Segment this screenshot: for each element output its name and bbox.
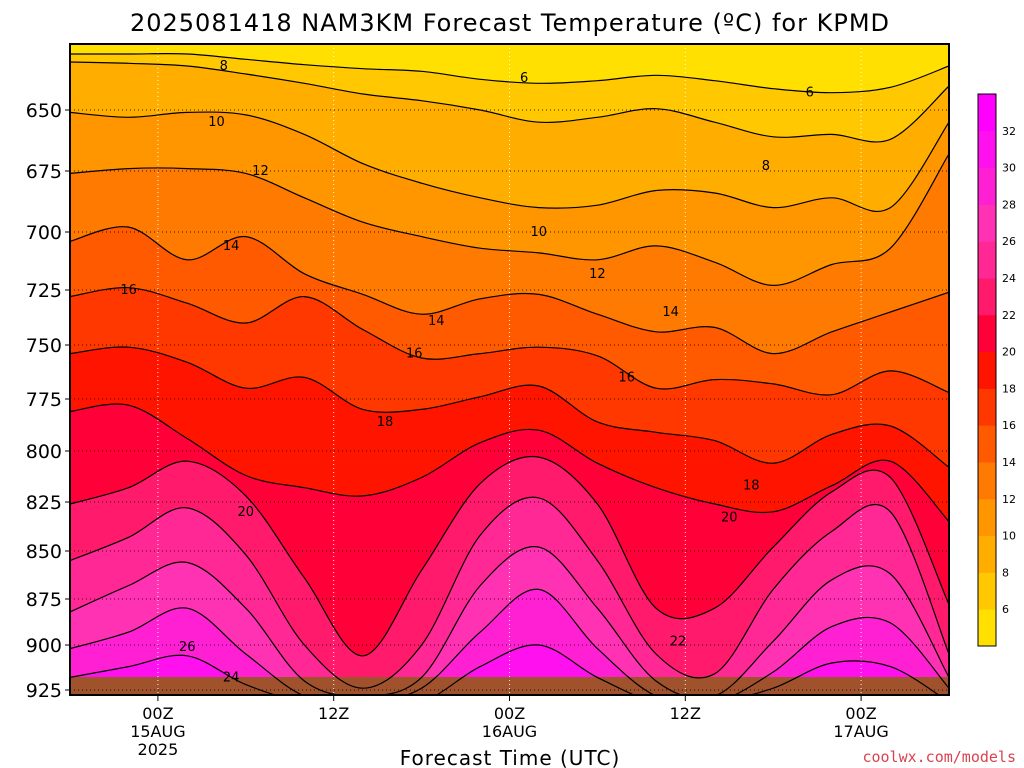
terrain-band [70,677,949,695]
x-tick-label-30-1: 16AUG [482,722,537,741]
contour-label-18: 18 [377,415,394,430]
contour-line-8 [70,61,949,143]
colorbar-label-26: 26 [1002,235,1016,248]
contour-label-12: 12 [589,267,606,282]
y-tick-label-850: 850 [26,541,62,563]
y-tick-label-925: 925 [26,680,62,702]
temperature-contour-lines [70,53,949,695]
contour-label-24: 24 [223,670,240,685]
colorbar-segment-3 [978,498,996,537]
colorbar-segment-1 [978,572,996,610]
y-tick-label-775: 775 [26,389,62,411]
y-tick-label-725: 725 [26,280,62,302]
contour-label-18: 18 [743,479,760,494]
contour-label-26: 26 [179,640,196,655]
x-tick-label-6-2: 2025 [138,740,179,759]
colorbar-label-32: 32 [1002,125,1016,138]
credit-text: coolwx.com/models [862,748,1016,766]
colorbar-segment-9 [978,278,996,316]
contour-line-28 [70,588,949,695]
colorbar-segment-10 [978,241,996,279]
colorbar-segment-11 [978,204,996,242]
colorbar-label-28: 28 [1002,198,1016,211]
contour-label-6: 6 [806,86,814,101]
x-tick-label-6-1: 15AUG [130,722,185,741]
colorbar-label-20: 20 [1002,346,1016,359]
contour-line-24 [70,496,949,689]
colorbar-segment-13 [978,130,996,169]
contour-line-20 [70,403,949,523]
y-tick-label-900: 900 [26,635,62,657]
colorbar-label-10: 10 [1002,530,1016,543]
x-tick-label-42-0: 12Z [670,704,701,723]
x-tick-label-30-0: 00Z [494,704,525,723]
contour-line-22 [70,455,949,657]
colorbar-frame [977,93,997,647]
colorbar-segment-4 [978,462,996,500]
contour-line-12 [70,153,949,287]
y-tick-label-650: 650 [26,100,62,122]
contour-label-16: 16 [120,283,137,298]
contour-line-30 [70,644,940,695]
contour-label-10: 10 [208,115,225,130]
contour-label-20: 20 [721,511,738,526]
x-tick-label-54-1: 17AUG [833,722,888,741]
contour-label-20: 20 [238,505,255,520]
y-tick-label-675: 675 [26,161,62,183]
y-tick-label-800: 800 [26,441,62,463]
contour-line-18 [70,346,949,468]
y-tick-label-750: 750 [26,335,62,357]
contour-line-10 [70,111,949,213]
contour-label-8: 8 [220,59,228,74]
fill-band-28 [70,589,949,695]
temperature-fill-bands [70,44,949,695]
contour-labels: 8 6 6 10 8 12 10 14 12 16 14 14 16 16 18 18 20 20 22 26 24 [120,59,814,685]
y-tick-label-700: 700 [26,222,62,244]
colorbar-segment-2 [978,535,996,573]
x-tick-label-54-0: 00Z [845,704,876,723]
chart-title: 2025081418 NAM3KM Forecast Temperature (… [130,9,890,37]
y-axis: 650 675 700 725 750 775 800 825 850 875 900 925 [26,100,70,702]
contour-label-10: 10 [531,225,548,240]
contour-line-6 [70,53,949,94]
colorbar-segment-14 [978,94,996,132]
contour-line-14 [70,226,949,355]
colorbar-label-12: 12 [1002,493,1016,506]
x-tick-label-18-0: 12Z [318,704,349,723]
fill-band-30 [70,644,939,695]
colorbar-label-6: 6 [1002,603,1009,616]
y-tick-label-825: 825 [26,492,62,514]
colorbar-segment-7 [978,351,996,389]
colorbar-label-22: 22 [1002,309,1016,322]
colorbar-label-16: 16 [1002,419,1016,432]
contour-line-16 [70,287,949,396]
contour-label-16: 16 [406,347,423,362]
y-tick-label-875: 875 [26,589,62,611]
colorbar-segment-6 [978,388,996,426]
contour-label-12: 12 [252,164,269,179]
contour-label-16: 16 [618,370,635,385]
colorbar-label-14: 14 [1002,456,1016,469]
colorbar-segment-5 [978,425,996,463]
colorbar-label-18: 18 [1002,382,1016,395]
x-tick-label-6-0: 00Z [142,704,173,723]
contour-label-14: 14 [428,314,445,329]
colorbar-label-24: 24 [1002,272,1016,285]
colorbar-label-30: 30 [1002,162,1016,175]
terrain-rect [70,677,949,695]
contour-label-6: 6 [520,71,528,86]
contour-label-22: 22 [670,634,687,649]
contour-label-14: 14 [223,239,240,254]
contour-line-26 [70,546,949,695]
contour-label-14: 14 [662,305,679,320]
colorbar-segment-0 [978,609,996,647]
colorbar-segment-12 [978,167,996,205]
colorbar-segment-8 [978,314,996,353]
contour-label-8: 8 [762,159,770,174]
colorbar-label-8: 8 [1002,566,1009,579]
colorbar: 6 8 10 12 14 16 18 20 22 24 26 28 30 32 [977,93,1016,647]
x-axis-label: Forecast Time (UTC) [400,746,621,768]
